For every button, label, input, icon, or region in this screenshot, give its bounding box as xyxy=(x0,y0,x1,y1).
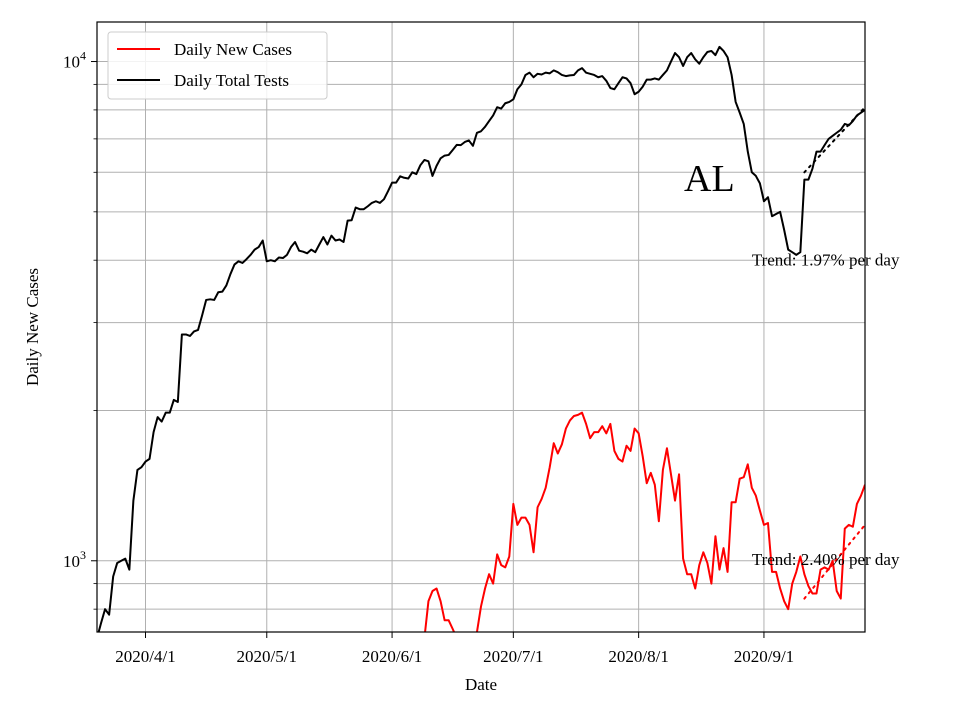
plot-frame xyxy=(96,21,866,633)
trend-annotation: Trend: 1.97% per day xyxy=(752,251,900,270)
legend-label-daily-total-tests: Daily Total Tests xyxy=(174,71,289,90)
series-line-daily-new-cases xyxy=(424,587,456,632)
series-line-daily-new-cases xyxy=(475,411,865,632)
x-axis-label: Date xyxy=(465,675,497,694)
trend-annotation: Trend: 2.40% per day xyxy=(752,550,900,569)
x-tick-label: 2020/6/1 xyxy=(362,647,422,666)
trend-layer xyxy=(803,106,865,600)
legend-box xyxy=(107,31,328,100)
state-label: AL xyxy=(684,158,735,200)
legend: Daily New Cases Daily Total Tests xyxy=(107,31,328,100)
series-layer xyxy=(97,45,865,632)
y-axis-label: Daily New Cases xyxy=(23,268,42,386)
axis-ticks xyxy=(91,61,765,638)
x-tick-label: 2020/8/1 xyxy=(608,647,668,666)
series-line-daily-total-tests xyxy=(97,45,865,632)
x-tick-label: 2020/4/1 xyxy=(115,647,175,666)
axis-labels: 2020/4/1 2020/5/1 2020/6/1 2020/7/1 2020/8/1… xyxy=(63,49,794,666)
x-tick-label: 2020/5/1 xyxy=(237,647,297,666)
trend-annotations: Trend: 1.97% per day Trend: 2.40% per day xyxy=(752,251,900,569)
trend-line xyxy=(803,106,865,174)
y-tick-label: 103 xyxy=(63,548,86,571)
x-tick-label: 2020/9/1 xyxy=(734,647,794,666)
y-tick-label: 104 xyxy=(63,49,86,72)
grid xyxy=(97,22,865,632)
trend-line xyxy=(803,523,865,600)
legend-label-daily-new-cases: Daily New Cases xyxy=(174,40,292,59)
x-tick-label: 2020/7/1 xyxy=(483,647,543,666)
